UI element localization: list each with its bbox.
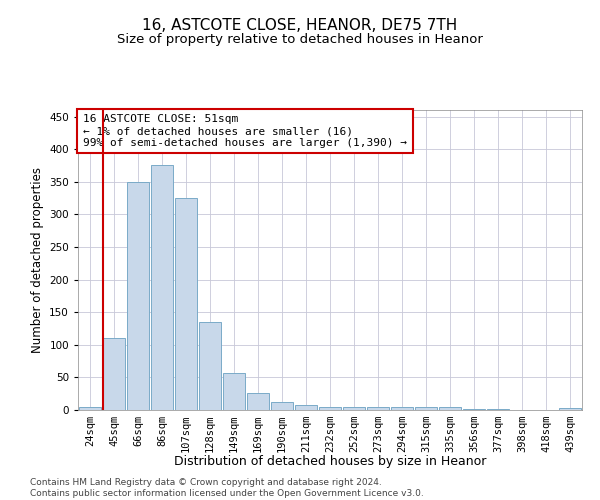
Bar	[343, 406, 365, 410]
X-axis label: Distribution of detached houses by size in Heanor: Distribution of detached houses by size …	[174, 455, 486, 468]
Bar	[559, 408, 581, 410]
Bar	[151, 166, 173, 410]
Text: 16, ASTCOTE CLOSE, HEANOR, DE75 7TH: 16, ASTCOTE CLOSE, HEANOR, DE75 7TH	[142, 18, 458, 32]
Bar	[295, 406, 317, 410]
Bar	[103, 338, 125, 410]
Bar	[415, 406, 437, 410]
Bar	[247, 393, 269, 410]
Bar	[127, 182, 149, 410]
Bar	[319, 406, 341, 410]
Bar	[391, 406, 413, 410]
Text: Size of property relative to detached houses in Heanor: Size of property relative to detached ho…	[117, 32, 483, 46]
Bar	[367, 406, 389, 410]
Bar	[463, 408, 485, 410]
Text: Contains HM Land Registry data © Crown copyright and database right 2024.
Contai: Contains HM Land Registry data © Crown c…	[30, 478, 424, 498]
Bar	[175, 198, 197, 410]
Bar	[439, 408, 461, 410]
Bar	[271, 402, 293, 410]
Y-axis label: Number of detached properties: Number of detached properties	[31, 167, 44, 353]
Bar	[223, 373, 245, 410]
Bar	[79, 406, 101, 410]
Text: 16 ASTCOTE CLOSE: 51sqm
← 1% of detached houses are smaller (16)
99% of semi-det: 16 ASTCOTE CLOSE: 51sqm ← 1% of detached…	[83, 114, 407, 148]
Bar	[199, 322, 221, 410]
Bar	[487, 408, 509, 410]
